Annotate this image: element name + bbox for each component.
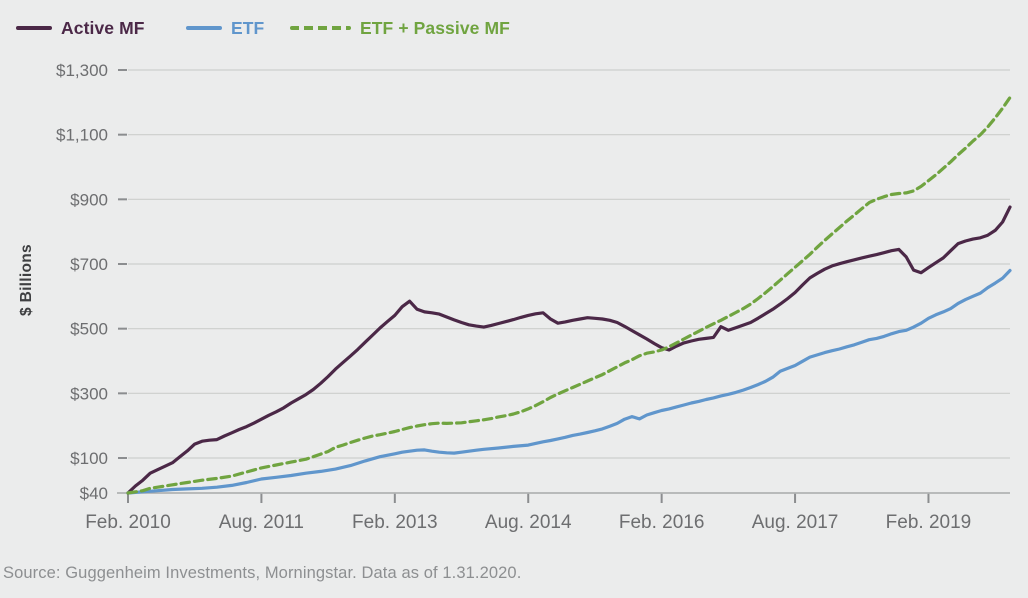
y-tick-label: $700 bbox=[70, 255, 108, 274]
y-tick-label: $500 bbox=[70, 320, 108, 339]
x-tick-label: Aug. 2017 bbox=[752, 512, 839, 533]
y-tick-label: $900 bbox=[70, 190, 108, 209]
legend-label-etf-passive-mf: ETF + Passive MF bbox=[360, 17, 510, 38]
x-tick-label: Feb. 2019 bbox=[886, 512, 972, 533]
x-tick-label: Feb. 2010 bbox=[85, 512, 171, 533]
legend-label-etf: ETF bbox=[231, 17, 265, 38]
etf-line-swatch bbox=[186, 26, 222, 30]
legend-item-etf-passive-mf: ETF + Passive MF bbox=[290, 15, 510, 41]
x-tick-label: Aug. 2014 bbox=[485, 512, 572, 533]
y-tick-label: $300 bbox=[70, 384, 108, 403]
x-tick-label: Feb. 2016 bbox=[619, 512, 705, 533]
active-mf-line-swatch bbox=[16, 26, 52, 30]
y-tick-label: $1,100 bbox=[56, 126, 108, 145]
y-tick-label: $1,300 bbox=[56, 61, 108, 80]
series-line-etf bbox=[126, 268, 1012, 495]
y-tick-label: $40 bbox=[80, 484, 108, 503]
x-tick-label: Feb. 2013 bbox=[352, 512, 438, 533]
legend: Active MF ETF ETF + Passive MF bbox=[0, 15, 1028, 41]
legend-item-active-mf: Active MF bbox=[16, 15, 145, 41]
x-tick-label: Aug. 2011 bbox=[219, 512, 304, 533]
etf-passive-mf-dashed-line-swatch bbox=[290, 26, 351, 30]
series-line-etf-passive-mf bbox=[126, 95, 1012, 495]
y-axis-title: $ Billions bbox=[18, 244, 35, 316]
y-tick-label: $100 bbox=[70, 449, 108, 468]
chart-plot: $40 $100 $300 $500 $700 $900 $1,100 $1,300 Feb. … bbox=[56, 61, 1012, 533]
legend-item-etf: ETF bbox=[186, 15, 264, 41]
legend-label-active-mf: Active MF bbox=[61, 17, 145, 38]
source-note: Source: Guggenheim Investments, Mornings… bbox=[3, 564, 522, 582]
series-line-active-mf bbox=[126, 205, 1012, 495]
